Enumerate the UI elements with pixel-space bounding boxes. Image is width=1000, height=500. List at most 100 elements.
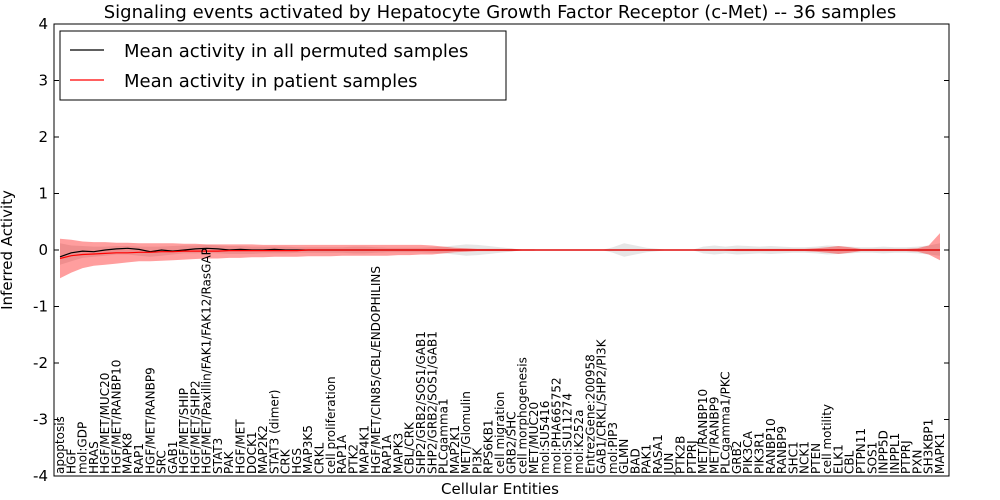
entity-label: CBL [843,450,857,474]
entity-label: RAP1A [335,434,349,474]
plot-frame [53,23,950,477]
entity-label: GLMN [617,439,631,474]
y-tick-label: 4 [38,15,48,33]
entity-label: GRB2 [730,440,744,474]
legend: Mean activity in all permuted samples Me… [59,30,507,101]
legend-label-permuted: Mean activity in all permuted samples [124,41,468,62]
chart-title: Signaling events activated by Hepatocyte… [104,2,897,23]
entity-label: GAB1 [166,441,180,474]
legend-label-patient: Mean activity in patient samples [124,71,418,92]
entity-label: HGF/MET/MUC20 [98,373,112,474]
y-axis: -4 -3 -2 -1 0 1 2 3 4 [33,15,949,485]
entity-label: HGF/MET/SHIP [177,388,191,474]
entity-label: apoptosis [53,416,67,474]
permuted-band [60,243,940,265]
entity-label: INPP5D [877,430,891,474]
entity-label: MAPK8 [121,433,135,474]
entity-tick-labels: apoptosisHGFmol:GDPHRASHGF/MET/MUC20HGF/… [53,248,947,475]
entity-label: PTK2B [674,436,688,474]
entity-label: cell proliferation [324,376,338,474]
entity-label: HGS [290,448,304,474]
patient-band [60,233,940,279]
y-tick-label: -1 [33,298,48,316]
entity-label: PIK3R1 [753,432,767,474]
entity-label: RAP1 [132,443,146,474]
entity-label: PTPN11 [854,428,868,474]
y-tick-label: 3 [38,72,48,90]
y-tick-label: 2 [38,128,48,146]
entity-label: NCK1 [798,441,812,474]
entity-label: EntrezGene:200958 [583,354,597,474]
y-tick-label: 1 [38,185,48,203]
entity-label: SHC1 [786,441,800,474]
entity-label: mol:SU5416 [538,401,552,474]
entity-label: STAT3 (dimer) [267,390,281,474]
entity-label: mol:GDP [76,422,90,474]
entity-label: MAP2K2 [256,425,270,474]
y-tick-label: -3 [33,411,48,429]
entity-label: cell morphogenesis [516,357,530,474]
entity-label: JUN [662,453,676,475]
patient-mean-line [59,249,940,260]
entity-label: HGF/MET/RANBP10 [109,360,123,474]
confidence-bands [60,233,940,279]
entity-label: HRAS [87,441,101,474]
entity-label: MAP3K5 [301,425,315,474]
entity-label: RANBP9 [775,426,789,474]
entity-label: BAD [628,448,642,474]
entity-label: mol:K252a [572,409,586,474]
entity-label: SHP2/GRB2/SOS1/GAB1 [425,331,439,474]
entity-label: RANBP10 [764,418,778,474]
entity-label: CRK [279,448,293,474]
entity-label: HGF/MET [234,419,248,474]
entity-label: mol:PHA665752 [549,377,563,474]
entity-label: PIK3CA [741,430,755,474]
entity-label: HGF [64,449,78,474]
y-tick-label: -4 [33,467,48,485]
entity-label: MET/RANBP10 [696,389,710,474]
entity-label: MAPK3 [392,433,406,474]
entity-label: MET/MUC20 [527,402,541,474]
entity-label: RPS6KB1 [482,419,496,474]
entity-label: INPPL1 [888,433,902,474]
entity-label: MET/RANBP9 [707,397,721,474]
entity-label: cell migration [493,392,507,474]
entity-label: HGF/MET/CIN85/CBL/ENDOPHILINS [369,266,383,474]
y-tick-label: -2 [33,354,48,372]
entity-label: SOS1 [865,442,879,474]
entity-label: HGF/MET/Paxillin/FAK1/FAK12/RasGAP [200,248,214,474]
entity-label: HGF/MET/RANBP9 [143,367,157,474]
entity-label: PTK2 [346,444,360,474]
entity-label: PLCgamma1/PKC [719,371,733,474]
entity-label: SH3KBP1 [922,419,936,474]
entity-label: RASA1 [651,434,665,474]
entity-label: STAT3 [211,438,225,474]
entity-label: SHP2/GRB2/SOS1/GAB1 [414,331,428,474]
entity-label: DOCK1 [245,431,259,474]
legend-box [59,30,507,101]
y-tick-label: 0 [38,241,48,259]
entity-label: CBL/CRK [403,421,417,474]
entity-label: mol:SU11274 [561,393,575,474]
entity-label: PLCgamma1 [437,398,451,474]
entity-label: MAP2K1 [448,425,462,474]
entity-label: HGF/MET/SHIP2 [188,380,202,474]
entity-label: mol:PIP3 [606,422,620,474]
y-axis-label: Inferred Activity [0,190,16,310]
entity-label: PTPRJ [899,440,913,474]
entity-label: PI3K [470,447,484,474]
entity-label: MAP4K1 [358,425,372,474]
entity-label: PTPRJ [685,440,699,474]
entity-label: RAP1A [380,434,394,474]
entity-label: MAPK1 [933,433,947,474]
entity-label: CRKL [313,442,327,474]
entity-label: GAB1/CRKL/SHP2/PI3K [595,338,609,474]
series-lines [59,247,940,260]
entity-label: ELK1 [832,444,846,474]
entity-label: PXN [910,450,924,474]
entity-label: PAK1 [640,444,654,474]
entity-label: cell motility [820,404,834,474]
entity-label: GRB2/SHC [504,411,518,474]
entity-label: MET/Glomulin [459,391,473,474]
